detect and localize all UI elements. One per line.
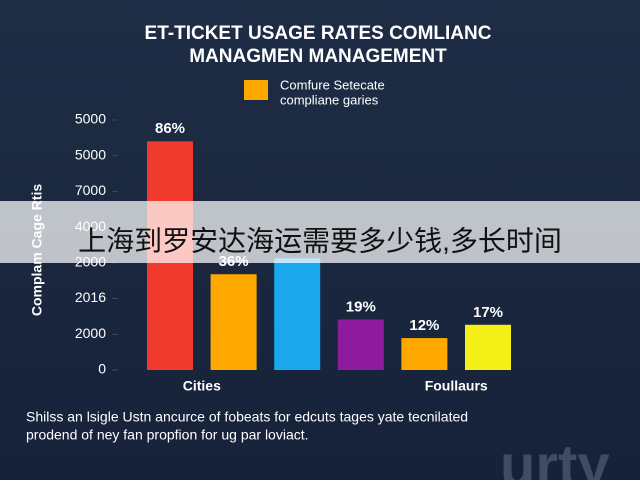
bar <box>210 274 257 370</box>
legend-label: compliane garies <box>280 92 379 107</box>
caption: Shilss an lsigle Ustn ancurce of fobeats… <box>26 409 468 425</box>
data-label: 86% <box>155 120 185 137</box>
y-tick-label: 5000 <box>75 111 106 127</box>
bar <box>465 324 511 370</box>
y-tick-label: 2000 <box>75 325 106 341</box>
legend-swatch <box>244 80 268 100</box>
y-tick-label: 7000 <box>75 182 106 198</box>
banner <box>0 201 640 263</box>
y-tick-label: 5000 <box>75 146 106 162</box>
x-tick-label: Cities <box>183 378 221 394</box>
x-tick-label: Foullaurs <box>425 378 488 394</box>
y-tick-label: 2016 <box>75 289 106 305</box>
banner-text: 上海到罗安达海运需要多少钱,多长时间 <box>78 225 562 256</box>
bar <box>401 338 448 370</box>
caption: prodend of ney fan propfion for ug par l… <box>26 427 309 443</box>
bar <box>337 319 384 370</box>
data-label: 19% <box>346 298 376 315</box>
bar <box>274 258 321 370</box>
chart-title: MANAGMEN MANAGEMENT <box>189 46 447 67</box>
legend-label: Comfure Setecate <box>280 77 385 92</box>
data-label: 12% <box>409 317 439 334</box>
data-label: 17% <box>473 304 503 321</box>
watermark: urty <box>500 433 610 480</box>
chart-title: ET-TICKET USAGE RATES COMLIANC <box>145 23 492 44</box>
y-tick-label: 0 <box>98 361 106 377</box>
